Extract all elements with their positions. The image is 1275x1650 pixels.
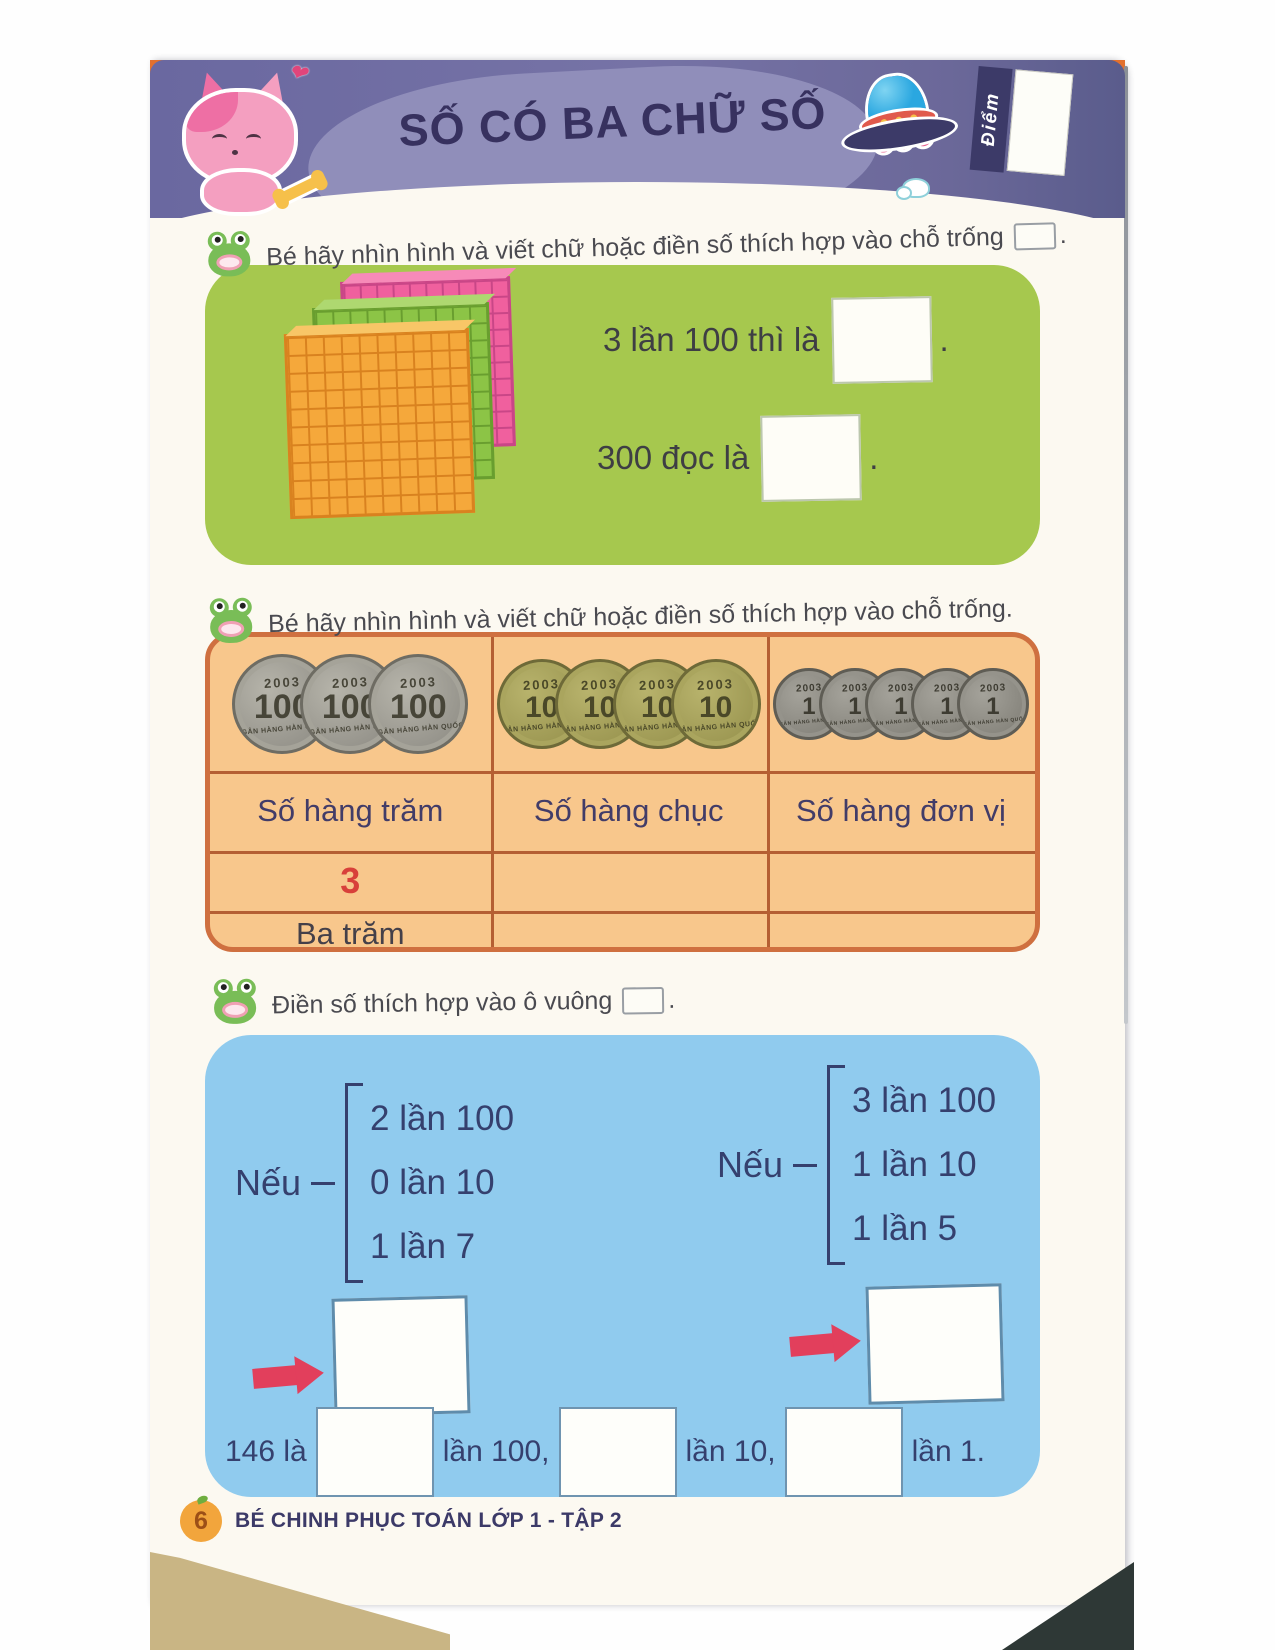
score-input-box[interactable]: [1006, 69, 1074, 176]
score-area: Điểm: [969, 66, 1074, 178]
book-title: BÉ CHINH PHỤC TOÁN LỚP 1 - TẬP 2: [235, 1509, 622, 1532]
frog-icon: [205, 230, 252, 280]
case-line: 1 lần 5: [852, 1209, 958, 1248]
puff-cloud-icon: [896, 178, 930, 200]
ufo-icon: [835, 68, 961, 180]
table-divider: [210, 851, 1035, 854]
col-header-units: Số hàng đơn vị: [795, 793, 1006, 828]
answer-box[interactable]: [760, 414, 863, 502]
cat-eye: [212, 134, 227, 144]
exercise1-panel: 3 lần 100 thì là . 300 đọc là .: [205, 265, 1040, 565]
case-dash: [793, 1163, 818, 1167]
cat-patch: [186, 92, 238, 132]
word-cell-filled: Ba trăm: [295, 916, 405, 951]
prompt-text: 3 lần 100 thì là: [603, 321, 820, 358]
coin-100: 2003 100 NGÂN HÀNG HÀN QUỐC: [368, 654, 469, 754]
bone-icon: [277, 174, 323, 205]
case-group-left: Nếu 2 lần 100 0 lần 10 1 lần 7: [235, 1083, 514, 1283]
sum-text: lần 100,: [442, 1435, 550, 1468]
period: .: [668, 985, 676, 1014]
frog-icon: [212, 978, 259, 1028]
case-line: 0 lần 10: [370, 1163, 495, 1202]
cat-nose: [232, 150, 238, 155]
exercise3-panel: Nếu 2 lần 100 0 lần 10 1 lần 7 Nếu 3 lần…: [205, 1035, 1040, 1497]
col-header-tens: Số hàng chục: [533, 793, 724, 828]
table-divider: [210, 911, 1035, 914]
score-label: Điểm: [969, 66, 1013, 173]
frog-icon: [208, 597, 255, 646]
case-dash: [311, 1181, 336, 1185]
case-label: Nếu: [717, 1144, 784, 1185]
coin-10: 2003 10 NGÂN HÀNG HÀN QUỐC: [670, 659, 761, 749]
workbook-page: SỐ CÓ BA CHỮ SỐ Điểm: [150, 60, 1128, 1605]
blank-box-glyph: [622, 986, 665, 1015]
arrow-icon: [252, 1365, 298, 1389]
prompt-row: 3 lần 100 thì là .: [603, 296, 949, 384]
period: .: [1059, 220, 1068, 250]
instruction-3-text: Điền số thích hợp vào ô vuông: [271, 986, 613, 1020]
page-footer: 6 BÉ CHINH PHỤC TOÁN LỚP 1 - TẬP 2: [180, 1500, 622, 1542]
hundred-block-orange: [283, 327, 476, 520]
col-header-hundreds: Số hàng trăm: [257, 793, 444, 828]
answer-box[interactable]: [865, 1283, 1005, 1405]
page-number-badge: 6: [180, 1500, 222, 1542]
answer-box[interactable]: [558, 1407, 677, 1497]
table-digit-row: 3: [210, 851, 1035, 911]
page-edge: [1124, 66, 1128, 1024]
table-divider: [210, 771, 1035, 774]
answer-box[interactable]: [315, 1407, 434, 1497]
case-line: 3 lần 100: [852, 1081, 997, 1120]
sum-text: 146 là: [225, 1435, 307, 1468]
sum-line: 146 là lần 100, lần 10, lần 1.: [225, 1407, 985, 1497]
instruction-text: Điền số thích hợp vào ô vuông.: [272, 986, 676, 1027]
coins-10-group: 2003 10 NGÂN HÀNG HÀN QUỐC 2003 10 NGÂN HÀNG …: [491, 637, 767, 771]
table-divider: [490, 637, 494, 947]
prompt-text: 300 đọc là: [597, 439, 750, 476]
exercise2-table: 2003 100 NGÂN HÀNG HÀN QUỐC 2003 100 NGÂN HÀN…: [205, 632, 1040, 952]
digit-cell-filled: 3: [340, 860, 361, 901]
sum-text: lần 1.: [911, 1435, 985, 1468]
period: .: [869, 439, 879, 476]
coin-1: 2003 1 NGÂN HÀNG HÀN QUỐC: [956, 668, 1029, 740]
answer-box[interactable]: [830, 296, 933, 384]
header-banner: SỐ CÓ BA CHỮ SỐ Điểm: [150, 60, 1125, 218]
answer-box[interactable]: [784, 1407, 903, 1497]
case-line: 2 lần 100: [370, 1099, 515, 1138]
exercise3-instruction: Điền số thích hợp vào ô vuông.: [212, 973, 676, 1027]
coins-1-group: 2003 1 NGÂN HÀNG HÀN QUỐC 2003 1 NGÂN HÀNG HÀ…: [767, 637, 1035, 771]
case-bracket: 3 lần 100 1 lần 10 1 lần 5: [827, 1065, 996, 1265]
sum-text: lần 10,: [685, 1435, 776, 1468]
coins-100-group: 2003 100 NGÂN HÀNG HÀN QUỐC 2003 100 NGÂN HÀN…: [210, 637, 491, 771]
case-line: 1 lần 10: [852, 1145, 977, 1184]
case-label: Nếu: [235, 1162, 302, 1203]
blank-box-glyph: [1013, 222, 1057, 251]
table-word-row: Ba trăm: [210, 911, 1035, 951]
cat-illustration: [170, 68, 330, 216]
case-line: 1 lần 7: [370, 1227, 476, 1266]
case-group-right: Nếu 3 lần 100 1 lần 10 1 lần 5: [717, 1065, 996, 1265]
period: .: [939, 321, 949, 358]
cat-eye: [246, 134, 261, 144]
answer-box[interactable]: [331, 1295, 471, 1417]
table-divider: [766, 637, 770, 947]
prompt-row: 300 đọc là .: [597, 414, 879, 502]
table-header-row: Số hàng trăm Số hàng chục Số hàng đơn vị: [210, 771, 1035, 851]
cat-head: [186, 92, 294, 182]
case-bracket: 2 lần 100 0 lần 10 1 lần 7: [345, 1083, 514, 1283]
cat-body: [204, 172, 278, 212]
arrow-icon: [789, 1333, 835, 1357]
coins-row: 2003 100 NGÂN HÀNG HÀN QUỐC 2003 100 NGÂN HÀN…: [210, 637, 1035, 771]
